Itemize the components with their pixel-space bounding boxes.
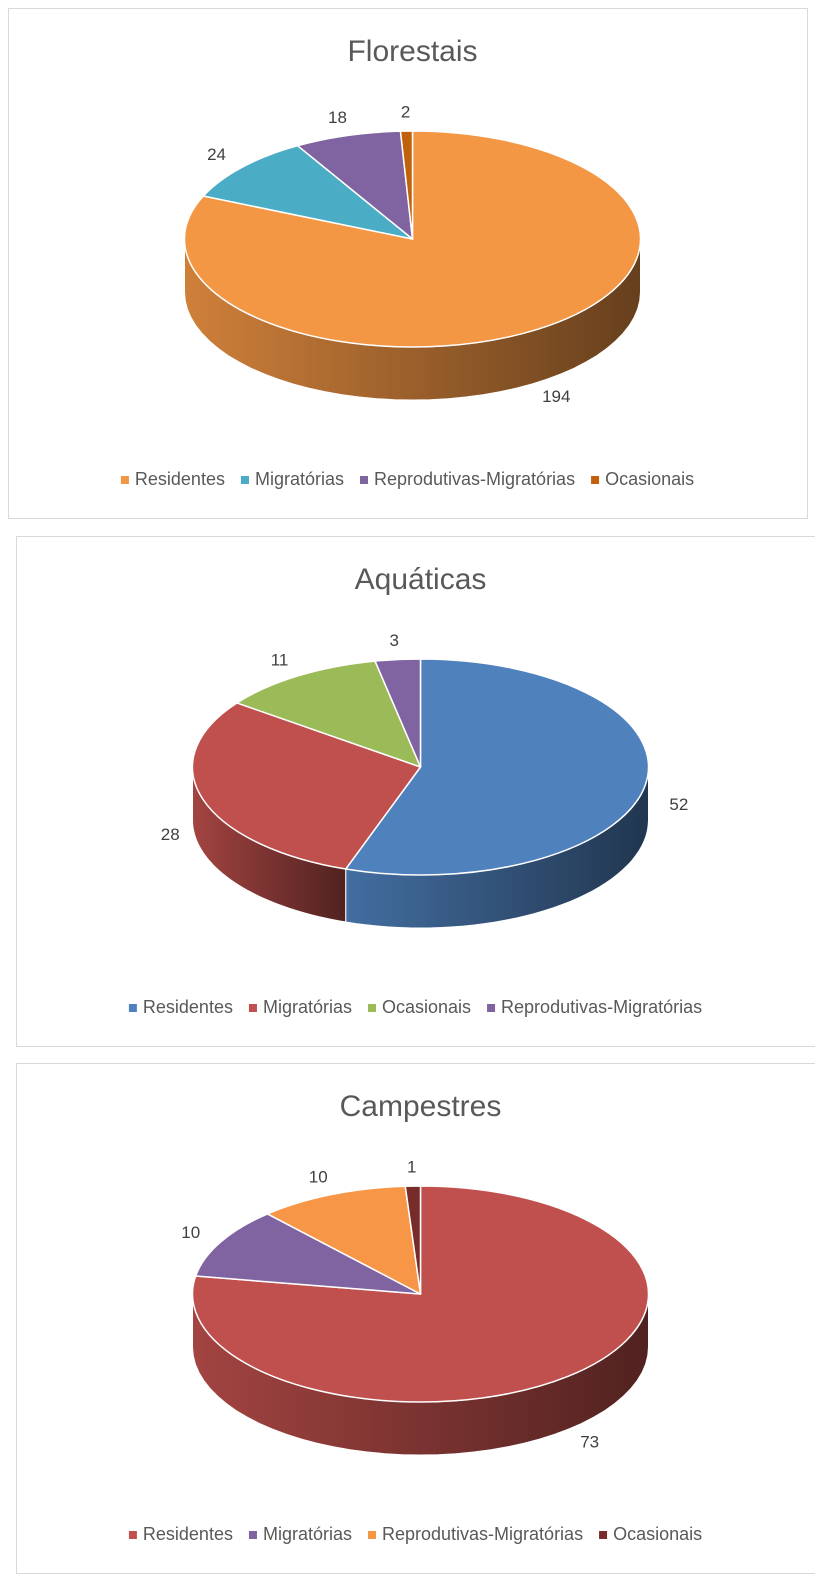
data-label: 10 — [309, 1167, 328, 1186]
legend-label: Ocasionais — [613, 1524, 702, 1544]
legend-swatch — [368, 1004, 376, 1012]
legend-swatch — [368, 1531, 376, 1539]
data-label: 73 — [580, 1433, 599, 1452]
legend-swatch — [241, 476, 249, 484]
legend-label: Reprodutivas-Migratórias — [382, 1524, 583, 1544]
legend-swatch — [599, 1531, 607, 1539]
legend-label: Ocasionais — [605, 469, 694, 489]
legend-label: Reprodutivas-Migratórias — [374, 469, 575, 489]
data-label: 2 — [401, 103, 410, 122]
data-label: 18 — [328, 108, 347, 127]
data-label: 52 — [669, 795, 688, 814]
legend-swatch — [487, 1004, 495, 1012]
data-label: 3 — [390, 631, 399, 650]
legend-swatch — [591, 476, 599, 484]
legend-label: Residentes — [143, 1524, 233, 1544]
chart-title: Campestres — [340, 1090, 502, 1123]
legend-label: Migratórias — [263, 1524, 352, 1544]
data-label: 10 — [181, 1223, 200, 1242]
legend-label: Migratórias — [263, 997, 352, 1017]
legend-swatch — [129, 1004, 137, 1012]
legend-label: Residentes — [135, 469, 225, 489]
data-label: 28 — [161, 825, 180, 844]
legend: Residentes Migratórias Reprodutivas-Migrat… — [129, 1524, 702, 1544]
legend-swatch — [121, 476, 129, 484]
legend-label: Residentes — [143, 997, 233, 1017]
legend-label: Migratórias — [255, 469, 344, 489]
chart: Aquáticas 52 28 11 3 Residentes Migratórias Oca… — [17, 537, 815, 1047]
legend-swatch — [360, 476, 368, 484]
legend-swatch — [129, 1531, 137, 1539]
data-label: 1 — [407, 1158, 416, 1177]
chart-title: Aquáticas — [355, 563, 487, 596]
legend-label: Reprodutivas-Migratórias — [501, 997, 702, 1017]
chart-title: Florestais — [347, 35, 477, 68]
legend-swatch — [249, 1004, 257, 1012]
legend: Residentes Migratórias Ocasionais Reproduti… — [129, 997, 702, 1017]
data-label: 24 — [207, 145, 226, 164]
legend-swatch — [249, 1531, 257, 1539]
data-label: 194 — [542, 387, 570, 406]
legend: Residentes Migratórias Reprodutivas-Migrat… — [121, 469, 694, 489]
data-label: 11 — [271, 650, 289, 669]
legend-label: Ocasionais — [382, 997, 471, 1017]
